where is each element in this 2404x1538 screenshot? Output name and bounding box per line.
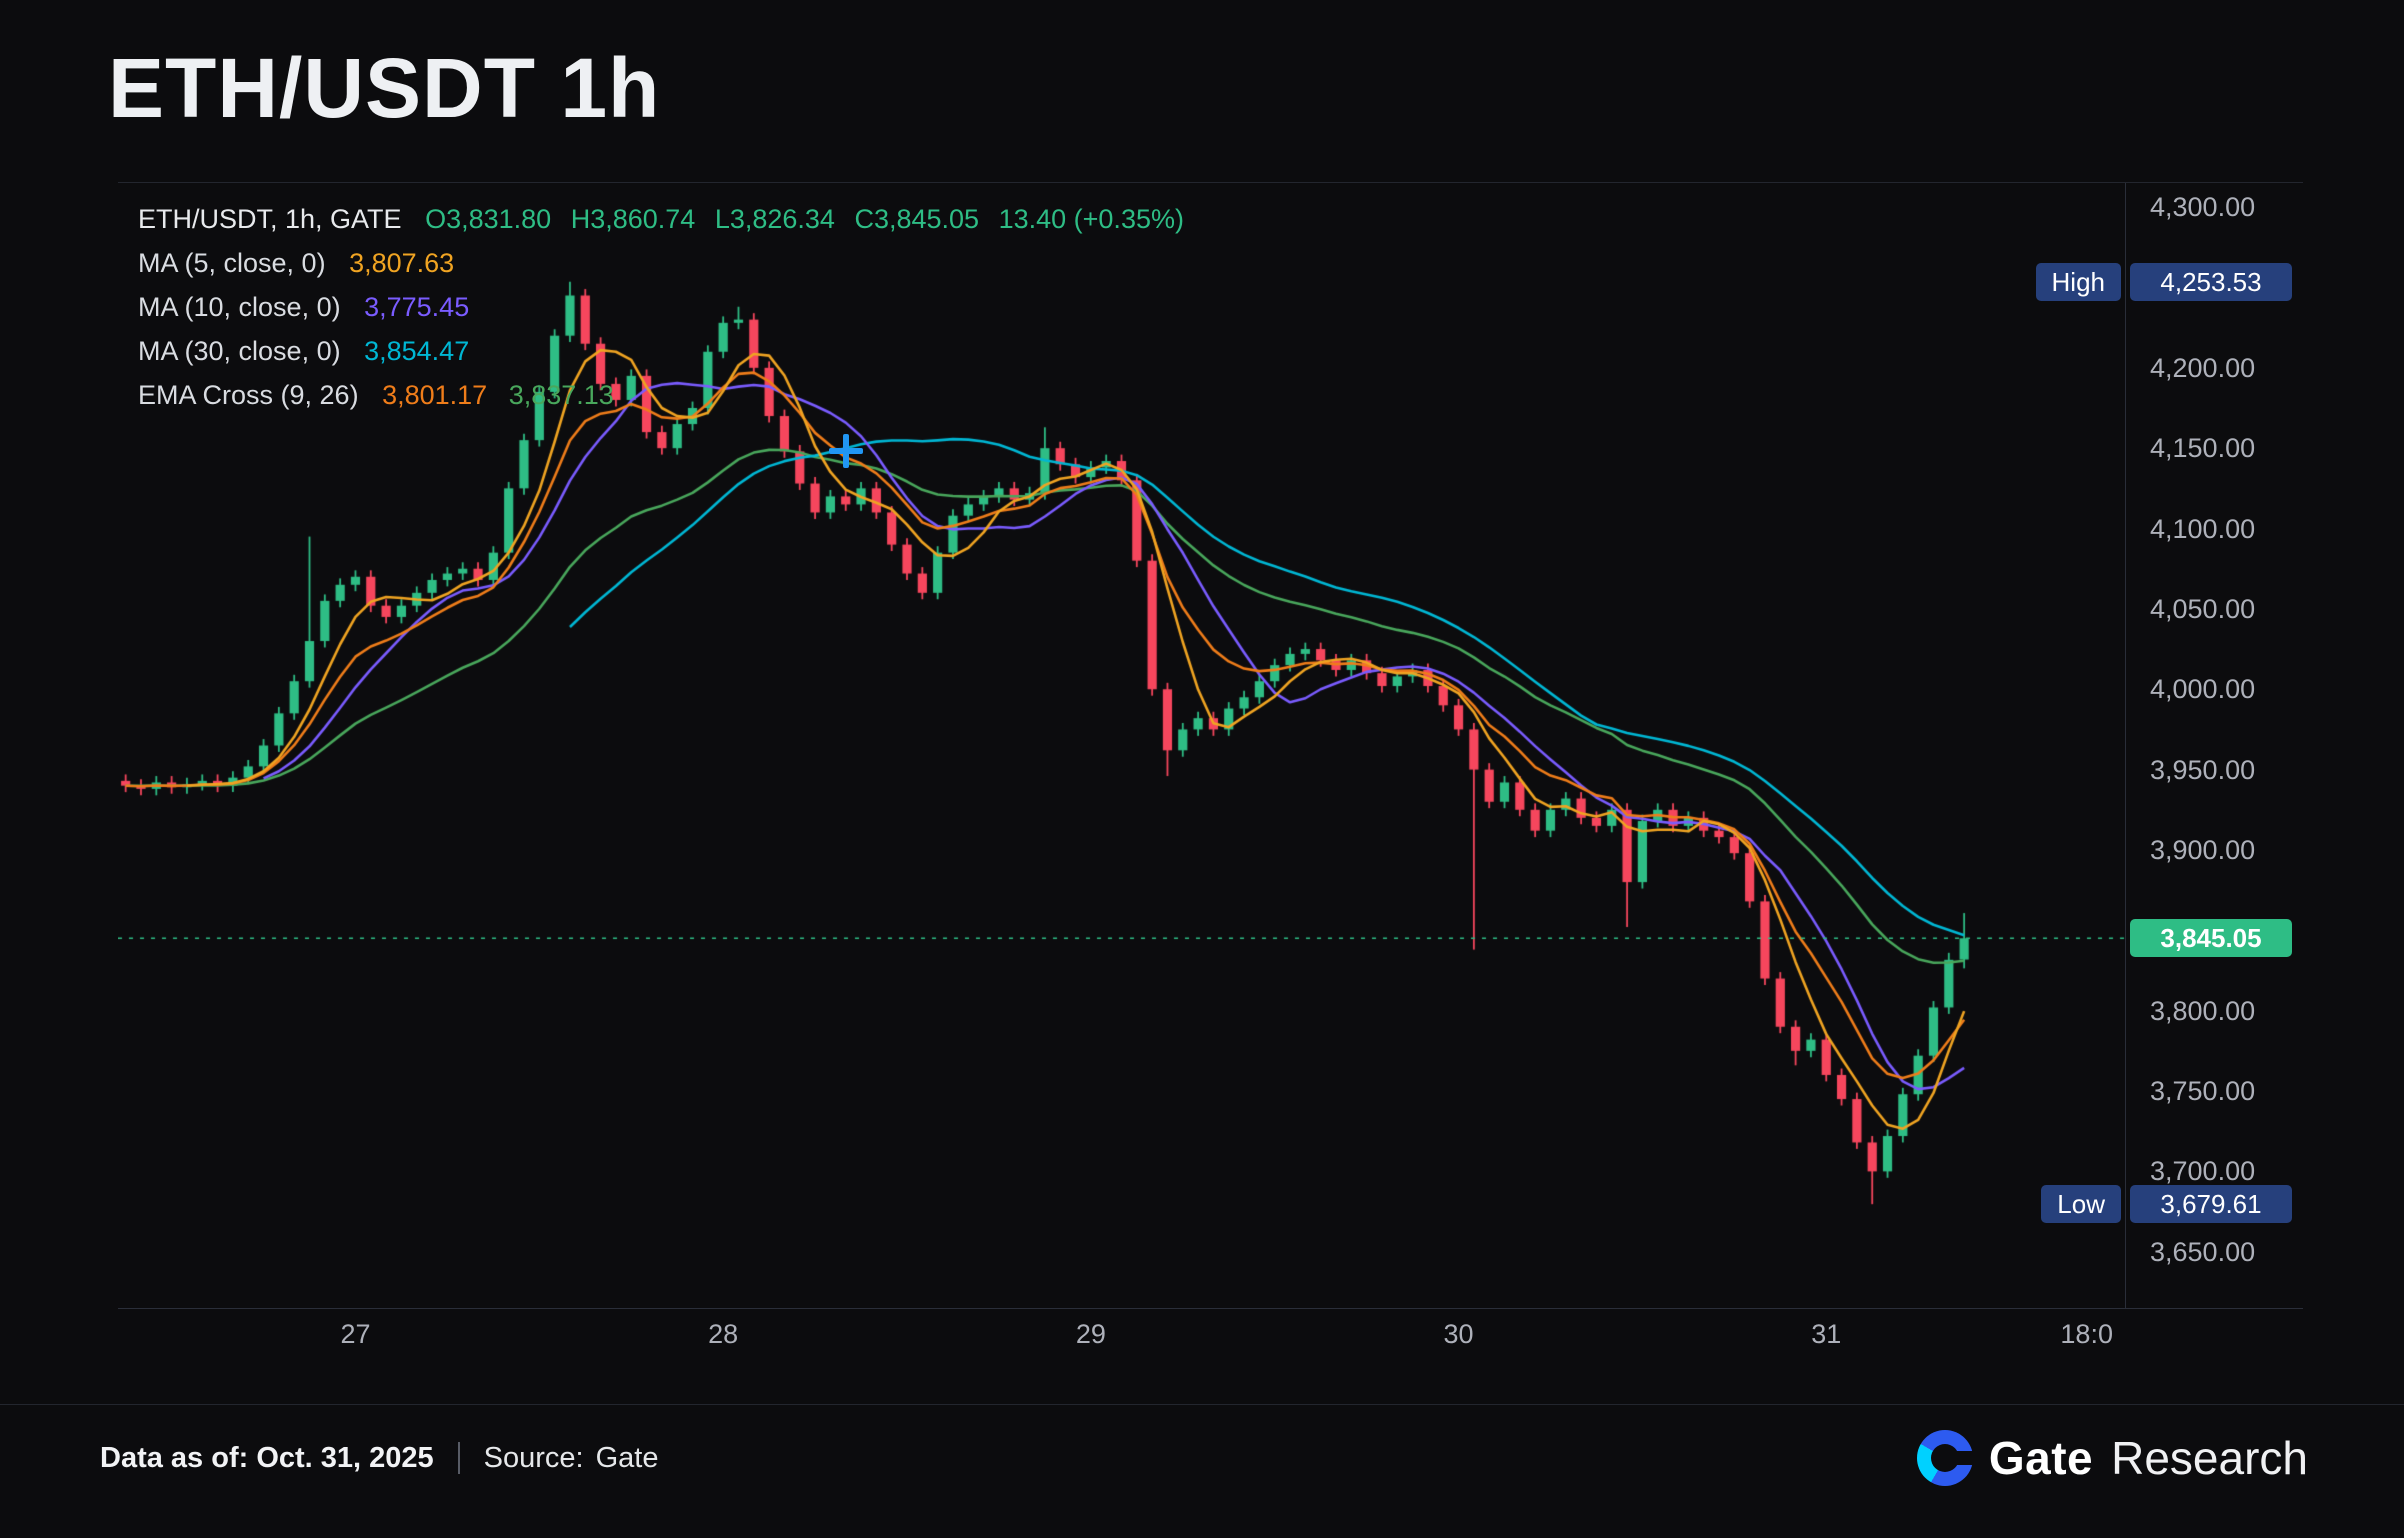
price-axis: 4,300.00 4,200.00 4,150.00 4,100.00 4,050.00…	[2125, 183, 2304, 1308]
low-label-chip: Low	[2041, 1185, 2121, 1224]
source-value: Gate	[595, 1441, 659, 1474]
data-as-of-text: Data as of: Oct. 31, 2025	[100, 1441, 434, 1474]
brand-gate: Gate	[1988, 1432, 2094, 1484]
footer-separator	[457, 1442, 460, 1474]
footer-divider	[0, 1404, 2404, 1405]
chart-container: ETH/USDT, 1h, GATE O3,831.80 H3,860.74 L…	[118, 182, 2304, 1349]
ma30-value: 3,854.47	[364, 336, 470, 366]
chart-legend: ETH/USDT, 1h, GATE O3,831.80 H3,860.74 L…	[138, 197, 1196, 417]
legend-open: O3,831.80	[425, 204, 552, 234]
ema9-value: 3,801.17	[382, 380, 488, 410]
price-axis-label: 4,200.00	[2150, 352, 2256, 383]
price-axis-label: 4,150.00	[2150, 433, 2256, 464]
legend-symbol-row: ETH/USDT, 1h, GATE O3,831.80 H3,860.74 L…	[138, 197, 1196, 241]
time-axis-label: 31	[1811, 1319, 1842, 1349]
time-axis-label: 29	[1075, 1319, 1106, 1349]
legend-ma10-row: MA (10, close, 0) 3,775.45	[138, 285, 1196, 329]
crosshair-marker	[828, 434, 863, 469]
gate-research-brand: Gate Research	[1916, 1430, 2308, 1486]
crosshair-horizontal-bar	[828, 448, 863, 455]
candlestick-chart-canvas[interactable]	[118, 183, 2125, 1308]
price-axis-label: 3,950.00	[2150, 754, 2256, 785]
legend-high: H3,860.74	[570, 204, 696, 234]
legend-ma5-row: MA (5, close, 0) 3,807.63	[138, 241, 1196, 285]
price-axis-label: 3,800.00	[2150, 995, 2256, 1026]
time-axis-label: 30	[1443, 1319, 1474, 1349]
price-axis-label: 3,650.00	[2150, 1236, 2256, 1267]
price-axis-label: 4,300.00	[2150, 192, 2256, 223]
ma10-value: 3,775.45	[364, 292, 470, 322]
time-axis-label: 27	[340, 1319, 371, 1349]
ma30-label: MA (30, close, 0)	[138, 336, 341, 366]
ema26-value: 3,837.13	[508, 380, 614, 410]
legend-symbol: ETH/USDT, 1h, GATE	[138, 204, 402, 234]
low-value-chip: 3,679.61	[2130, 1185, 2292, 1224]
price-axis-label: 4,000.00	[2150, 674, 2256, 705]
time-axis-label: 28	[708, 1319, 739, 1349]
ma5-value: 3,807.63	[349, 248, 455, 278]
high-value-chip: 4,253.53	[2130, 262, 2292, 301]
legend-ma30-row: MA (30, close, 0) 3,854.47	[138, 329, 1196, 373]
price-axis-label: 3,900.00	[2150, 834, 2256, 865]
ma10-label: MA (10, close, 0)	[138, 292, 341, 322]
legend-close: C3,845.05	[854, 204, 980, 234]
legend-change: 13.40 (+0.35%)	[998, 204, 1184, 234]
footer: Data as of: Oct. 31, 2025 Source: Gate G…	[100, 1430, 2308, 1486]
legend-low: L3,826.34	[714, 204, 835, 234]
source-label: Source:	[483, 1441, 584, 1474]
price-axis-label: 4,100.00	[2150, 513, 2256, 544]
page-title: ETH/USDT 1h	[108, 41, 661, 135]
time-axis-label: 18:0	[2060, 1319, 2113, 1349]
price-axis-label: 4,050.00	[2150, 593, 2256, 624]
high-label-chip: High	[2035, 262, 2121, 301]
ma5-label: MA (5, close, 0)	[138, 248, 326, 278]
price-axis-label: 3,700.00	[2150, 1156, 2256, 1187]
ema-cross-label: EMA Cross (9, 26)	[138, 380, 359, 410]
brand-research: Research	[2111, 1432, 2308, 1484]
price-axis-label: 3,750.00	[2150, 1076, 2256, 1107]
gate-logo-icon	[1916, 1430, 1973, 1486]
legend-ema-row: EMA Cross (9, 26) 3,801.17 3,837.13	[138, 373, 1196, 417]
last-price-chip: 3,845.05	[2130, 919, 2292, 958]
time-axis: 27 28 29 30 31 18:0	[118, 1308, 2303, 1349]
